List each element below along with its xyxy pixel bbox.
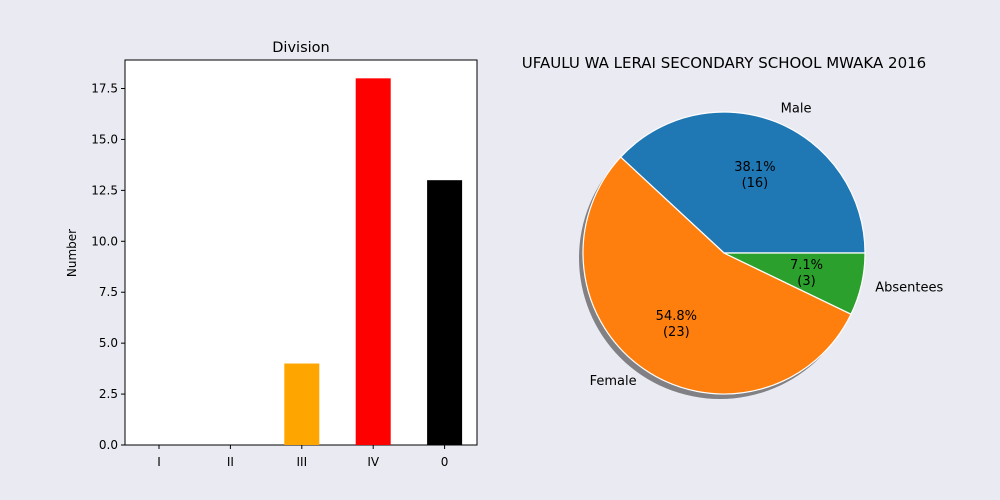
pie-percent-male: 38.1% [734,160,775,175]
pie-chart-title: UFAULU WA LERAI SECONDARY SCHOOL MWAKA 2… [522,54,926,72]
pie-chart: UFAULU WA LERAI SECONDARY SCHOOL MWAKA 2… [522,54,944,399]
pie-label-absentees: Absentees [875,281,943,296]
bar-y-axis-label: Number [65,229,79,277]
bar-III [284,363,320,445]
x-tick-label: II [227,455,234,469]
pie-count-female: (23) [663,325,690,340]
x-tick-label: IV [367,455,380,469]
pie-labels: Male 38.1%(16) Female 54.8%(23) Absentees 7.1… [590,102,944,390]
bar-y-ticks: 0.0 2.5 5.0 7.5 10.0 12.5 15.0 17.5 [91,82,125,452]
pie-wedge-female [582,156,852,395]
y-tick-label: 0.0 [99,438,118,452]
x-tick-label: 0 [441,455,449,469]
pie-label-male: Male [781,102,812,117]
x-tick-label: III [296,455,307,469]
y-tick-label: 5.0 [99,336,118,350]
bar-chart: Division Number 0.0 2.5 5.0 7.5 10.0 12.5 15.0… [65,40,478,469]
x-tick-label: I [157,455,161,469]
bar-IV [355,78,391,445]
pie-wedge-absentees [723,252,866,315]
pie-percent-absentees: 7.1% [790,258,823,273]
pie-percent-female: 54.8% [656,309,697,324]
bar-x-ticks: I II III IV 0 [157,445,448,469]
y-tick-label: 2.5 [99,387,118,401]
pie-count-male: (16) [742,176,769,191]
bar-chart-title: Division [272,40,329,56]
y-tick-label: 15.0 [91,132,118,146]
bar-marks [284,78,463,445]
y-tick-label: 12.5 [91,183,118,197]
pie-wedges [582,111,866,395]
pie-label-female: Female [590,374,637,389]
pie-count-absentees: (3) [797,274,815,289]
y-tick-label: 17.5 [91,82,118,96]
y-tick-label: 7.5 [99,285,118,299]
y-tick-label: 10.0 [91,234,118,248]
bar-0 [427,180,463,445]
pie-wedge-male [620,111,866,254]
